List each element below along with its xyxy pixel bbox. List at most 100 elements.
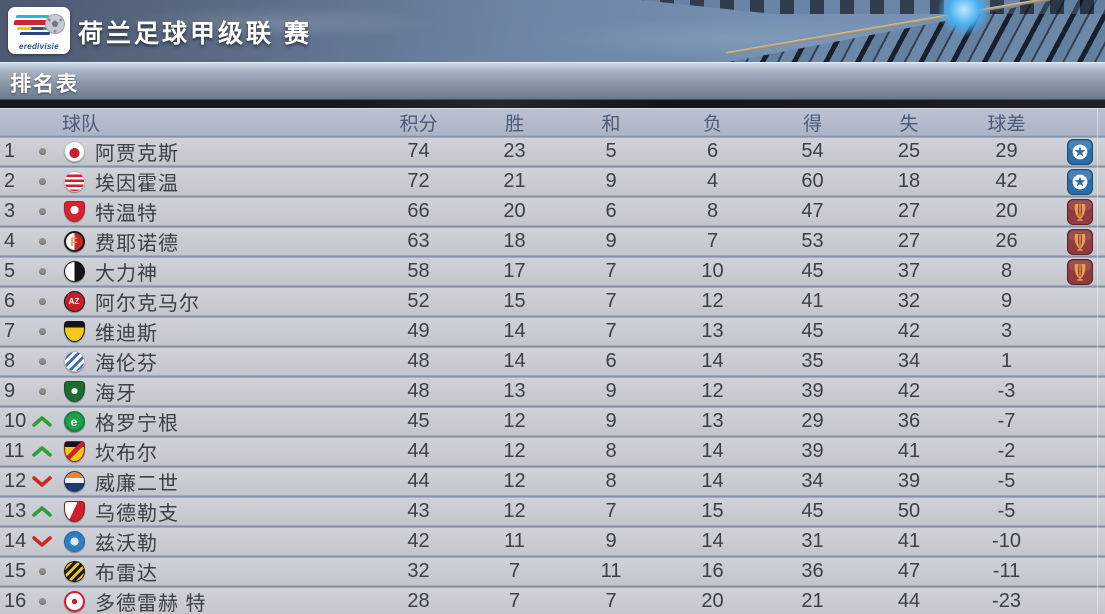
- table-row[interactable]: 3 特温特 66 20 6 8 47 27 20: [0, 198, 1105, 225]
- draws-value: 9: [605, 170, 617, 192]
- goal-diff-value: -23: [992, 590, 1021, 612]
- cloud-decoration: [120, 6, 440, 40]
- rank-movement: [28, 535, 56, 548]
- goals-for-value: 39: [801, 380, 824, 402]
- wins-value: 12: [503, 470, 526, 492]
- champions-league-icon: [1067, 168, 1093, 195]
- team-name: 威廉二世: [95, 473, 179, 495]
- losses-value: 4: [706, 170, 719, 192]
- table-row[interactable]: 14 兹沃勒 42 11 9 14 31 41 -10: [0, 528, 1105, 555]
- wins-value: 12: [503, 440, 526, 462]
- rank-number: 2: [4, 170, 16, 192]
- team-crest-icon: AZ: [63, 291, 85, 312]
- table-row[interactable]: 1 阿贾克斯 74 23 5 6 54 25 29: [0, 138, 1105, 165]
- table-row[interactable]: 13 乌德勒支 43 12 7 15 45 50 -5: [0, 498, 1105, 525]
- row-separator: [0, 135, 1105, 138]
- points-value: 58: [407, 260, 430, 282]
- rank-same-dot-icon: [38, 268, 46, 275]
- points-value: 32: [407, 560, 430, 582]
- table-row[interactable]: 16 多德雷赫 特 28 7 7 20 21 44 -23: [0, 588, 1105, 614]
- wins-value: 21: [503, 170, 526, 192]
- rank-movement: [28, 268, 56, 275]
- row-separator: [0, 495, 1105, 498]
- table-header-row: 球队 积分 胜 和 负 得 失 球差: [0, 108, 1105, 135]
- team-name: 布雷达: [95, 563, 158, 585]
- rank-number: 3: [4, 200, 16, 222]
- goal-diff-value: 29: [995, 140, 1018, 162]
- rank-movement: [28, 298, 56, 305]
- table-row[interactable]: 10 e 格罗宁根 45 12 9 13 29 36 -7: [0, 408, 1105, 435]
- goals-for-value: 60: [801, 170, 824, 192]
- team-crest: AZ: [56, 291, 92, 312]
- points-value: 72: [407, 170, 430, 192]
- team-crest-icon: [63, 261, 85, 282]
- team-crest: [56, 261, 92, 282]
- points-value: 48: [407, 380, 430, 402]
- eredivisie-logo-text: eredivisie: [19, 42, 59, 51]
- column-header-draws: 和: [601, 114, 621, 135]
- goals-against-value: 41: [897, 530, 921, 552]
- draws-value: 7: [605, 260, 617, 282]
- losses-value: 8: [706, 200, 719, 222]
- rank-movement: [28, 388, 56, 395]
- wins-value: 18: [503, 230, 526, 252]
- qualification-badge: [1055, 138, 1105, 165]
- team-name: 费耶诺德: [95, 233, 179, 255]
- team-name: 多德雷赫 特: [95, 593, 207, 614]
- wins-value: 20: [503, 200, 526, 222]
- team-name: 兹沃勒: [95, 533, 158, 555]
- goals-against-value: 18: [897, 170, 921, 192]
- goals-for-value: 35: [801, 350, 824, 372]
- losses-value: 7: [706, 230, 719, 252]
- goals-for-value: 21: [801, 590, 824, 612]
- rank-number: 7: [4, 320, 16, 342]
- wins-value: 17: [503, 260, 526, 282]
- table-row[interactable]: 7 维迪斯 49 14 7 13 45 42 3: [0, 318, 1105, 345]
- column-header-wins: 胜: [504, 114, 524, 135]
- table-row[interactable]: 4 F 费耶诺德 63 18 9 7 53 27 26: [0, 228, 1105, 255]
- team-crest-icon: [63, 381, 85, 402]
- europa-league-icon: [1067, 198, 1093, 225]
- row-separator: [0, 555, 1105, 558]
- goals-against-value: 37: [897, 260, 921, 282]
- goals-against-value: 44: [897, 590, 921, 612]
- goals-against-value: 25: [897, 140, 921, 162]
- goals-for-value: 47: [801, 200, 824, 222]
- rank-movement: [28, 475, 56, 488]
- table-row[interactable]: 12 威廉二世 44 12 8 14 34 39 -5: [0, 468, 1105, 495]
- team-crest: [56, 591, 92, 612]
- rank-up-icon: [32, 446, 52, 457]
- goals-for-value: 31: [801, 530, 824, 552]
- team-name: 海牙: [95, 383, 137, 405]
- section-title: 排名表: [10, 73, 79, 96]
- goal-diff-value: -2: [997, 440, 1016, 462]
- losses-value: 13: [701, 320, 724, 342]
- table-row[interactable]: 11 坎布尔 44 12 8 14 39 41 -2: [0, 438, 1105, 465]
- row-separator: [0, 315, 1105, 318]
- table-row[interactable]: 2 埃因霍温 72 21 9 4 60 18 42: [0, 168, 1105, 195]
- team-name: 阿尔克马尔: [95, 293, 200, 315]
- team-name: 维迪斯: [95, 323, 158, 345]
- europa-league-icon: [1067, 228, 1093, 255]
- draws-value: 7: [605, 500, 617, 522]
- rank-same-dot-icon: [38, 598, 46, 605]
- rank-movement: [28, 598, 56, 605]
- table-row[interactable]: 6 AZ 阿尔克马尔 52 15 7 12 41 32 9: [0, 288, 1105, 315]
- eredivisie-logo-icon: eredivisie: [8, 7, 70, 54]
- table-row[interactable]: 15 布雷达 32 7 11 16 36 47 -11: [0, 558, 1105, 585]
- draws-value: 8: [605, 470, 617, 492]
- column-header-goal-diff: 球差: [987, 114, 1026, 135]
- goal-diff-value: -7: [997, 410, 1016, 432]
- table-row[interactable]: 8 海伦芬 48 14 6 14 35 34 1: [0, 348, 1105, 375]
- draws-value: 9: [605, 530, 617, 552]
- rank-number: 16: [4, 590, 27, 612]
- qualification-badge: [1055, 198, 1105, 225]
- goal-diff-value: 20: [995, 200, 1018, 222]
- table-row[interactable]: 9 海牙 48 13 9 12 39 42 -3: [0, 378, 1105, 405]
- team-name: 大力神: [95, 263, 158, 285]
- rank-number: 9: [4, 380, 16, 402]
- team-crest: [56, 381, 92, 402]
- losses-value: 15: [701, 500, 724, 522]
- table-row[interactable]: 5 大力神 58 17 7 10 45 37 8: [0, 258, 1105, 285]
